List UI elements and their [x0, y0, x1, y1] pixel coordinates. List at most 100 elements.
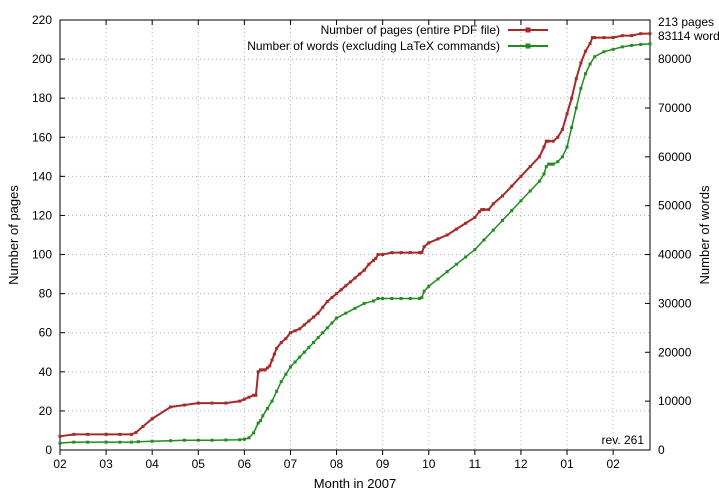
x-tick-label: 11	[469, 457, 482, 471]
series-marker	[367, 263, 370, 266]
series-marker	[130, 441, 133, 444]
series-marker	[473, 216, 476, 219]
series-marker	[542, 146, 545, 149]
series-marker	[317, 312, 320, 315]
series-marker	[409, 297, 412, 300]
series-marker	[238, 438, 241, 441]
y-left-tick-label: 220	[32, 13, 52, 27]
series-marker	[483, 238, 486, 241]
series-marker	[372, 299, 375, 302]
series-marker	[464, 255, 467, 258]
series-marker	[492, 229, 495, 232]
series-marker	[275, 390, 278, 393]
series-marker	[135, 431, 138, 434]
series-marker	[335, 317, 338, 320]
series-marker	[354, 307, 357, 310]
series-marker	[238, 400, 241, 403]
y-left-tick-label: 60	[39, 326, 53, 340]
series-marker	[118, 441, 121, 444]
series-marker	[330, 296, 333, 299]
series-marker	[377, 253, 380, 256]
series-marker	[183, 439, 186, 442]
annotation-words: 83114 words	[658, 29, 719, 43]
series-marker	[303, 323, 306, 326]
x-axis-label: Month in 2007	[314, 476, 396, 491]
series-marker	[224, 438, 227, 441]
series-marker	[284, 337, 287, 340]
legend-marker	[526, 28, 531, 33]
series-marker	[602, 36, 605, 39]
series-marker	[436, 277, 439, 280]
series-marker	[381, 253, 384, 256]
series-marker	[259, 419, 262, 422]
series-marker	[243, 398, 246, 401]
series-marker	[86, 433, 89, 436]
series-marker	[589, 42, 592, 45]
y-right-tick-label: 30000	[658, 296, 692, 310]
series-marker	[420, 296, 423, 299]
series-marker	[473, 248, 476, 251]
series-marker	[529, 190, 532, 193]
series-marker	[487, 208, 490, 211]
series-marker	[86, 441, 89, 444]
series-marker	[570, 126, 573, 129]
y-right-tick-label: 70000	[658, 101, 692, 115]
series-marker	[335, 292, 338, 295]
series-marker	[538, 180, 541, 183]
y-right-tick-label: 50000	[658, 199, 692, 213]
series-marker	[400, 297, 403, 300]
series-marker	[118, 433, 121, 436]
series-marker	[243, 438, 246, 441]
series-marker	[252, 431, 255, 434]
series-marker	[584, 72, 587, 75]
series-marker	[390, 297, 393, 300]
series-marker	[298, 356, 301, 359]
series-marker	[630, 44, 633, 47]
series-marker	[321, 331, 324, 334]
series-marker	[130, 433, 133, 436]
y-left-axis-label: Number of pages	[6, 185, 21, 285]
series-marker	[247, 396, 250, 399]
y-right-tick-label: 80000	[658, 52, 692, 66]
series-marker	[519, 199, 522, 202]
series-marker	[579, 62, 582, 65]
series-marker	[561, 155, 564, 158]
series-marker	[492, 202, 495, 205]
series-marker	[303, 351, 306, 354]
y-left-tick-label: 160	[32, 130, 52, 144]
series-marker	[566, 112, 569, 115]
y-right-axis-label: Number of words	[697, 185, 712, 284]
series-marker	[483, 208, 486, 211]
series-marker	[59, 442, 62, 445]
series-marker	[510, 209, 513, 212]
series-marker	[254, 394, 257, 397]
series-marker	[612, 48, 615, 51]
series-marker	[556, 160, 559, 163]
series-marker	[556, 136, 559, 139]
series-marker	[344, 284, 347, 287]
chart-svg: 0203040506070809101112010202040608010012…	[0, 0, 719, 500]
series-marker	[169, 406, 172, 409]
y-left-tick-label: 40	[39, 365, 53, 379]
chart-container: 0203040506070809101112010202040608010012…	[0, 0, 719, 500]
series-marker	[307, 346, 310, 349]
x-tick-label: 01	[560, 457, 574, 471]
series-marker	[593, 55, 596, 58]
series-marker	[630, 34, 633, 37]
annotation-pages: 213 pages	[658, 15, 714, 29]
series-marker	[566, 146, 569, 149]
series-marker	[261, 414, 264, 417]
series-marker	[197, 439, 200, 442]
x-tick-label: 08	[330, 457, 344, 471]
series-marker	[294, 361, 297, 364]
series-marker	[349, 280, 352, 283]
x-tick-label: 06	[238, 457, 252, 471]
series-marker	[420, 251, 423, 254]
y-left-tick-label: 80	[39, 287, 53, 301]
series-marker	[570, 97, 573, 100]
series-marker	[183, 404, 186, 407]
series-marker	[381, 297, 384, 300]
x-tick-label: 05	[192, 457, 206, 471]
annotation-rev: rev. 261	[602, 433, 645, 447]
series-marker	[455, 228, 458, 231]
